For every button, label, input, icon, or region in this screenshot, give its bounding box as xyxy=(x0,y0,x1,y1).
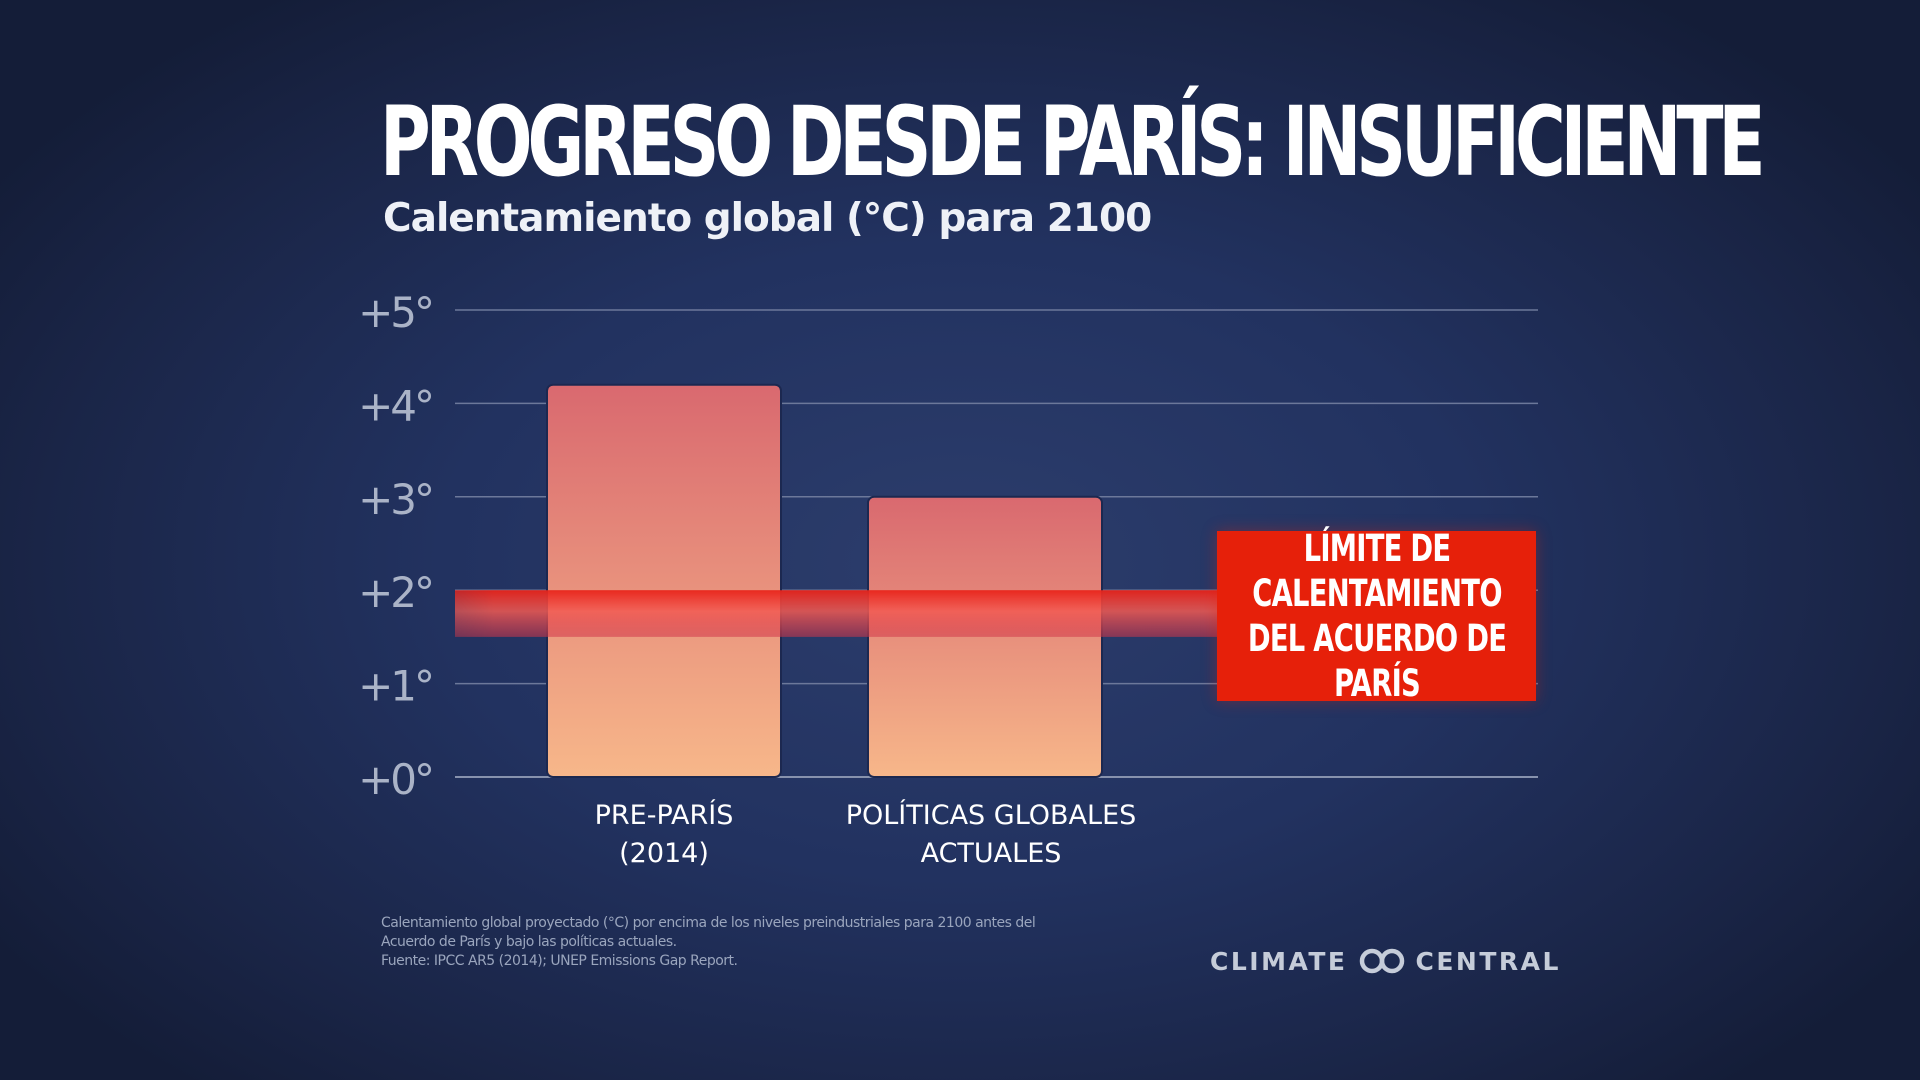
interlocking-rings-icon xyxy=(1359,948,1404,974)
footnote: Calentamiento global proyectado (°C) por… xyxy=(381,914,1141,971)
y-tick-label: +5° xyxy=(358,288,432,337)
x-category-label: POLÍTICAS GLOBALES ACTUALES xyxy=(845,800,1137,869)
footnote-line: Acuerdo de París y bajo las políticas ac… xyxy=(381,934,677,950)
bar xyxy=(546,383,782,778)
paris-limit-label-box: LÍMITE DE CALENTAMIENTO DEL ACUERDO DE P… xyxy=(1217,527,1536,705)
y-tick-label: +3° xyxy=(358,475,432,524)
paris-limit-label: LÍMITE DE CALENTAMIENTO DEL ACUERDO DE P… xyxy=(1247,527,1506,705)
paris-limit-band-layer xyxy=(455,588,1217,637)
paris-limit-band xyxy=(455,590,1217,637)
logo-text-right: CENTRAL xyxy=(1415,946,1561,976)
logo-text-left: CLIMATE xyxy=(1210,946,1348,976)
chart-subtitle: Calentamiento global (°C) para 2100 xyxy=(383,196,1152,241)
y-tick-label: +2° xyxy=(358,568,432,617)
footnote-line: Fuente: IPCC AR5 (2014); UNEP Emissions … xyxy=(381,953,738,969)
y-tick-label: +1° xyxy=(358,662,432,711)
footnote-line: Calentamiento global proyectado (°C) por… xyxy=(381,915,1036,931)
x-category-label: PRE-PARÍS (2014) xyxy=(594,800,734,869)
climate-central-logo: CLIMATE CENTRAL xyxy=(1210,944,1561,978)
y-axis-tick-labels: +0° +1° +2° +3° +4° +5° xyxy=(358,288,435,804)
y-tick-label: +0° xyxy=(358,755,432,804)
y-tick-label: +4° xyxy=(358,381,432,430)
bars xyxy=(546,383,1103,778)
